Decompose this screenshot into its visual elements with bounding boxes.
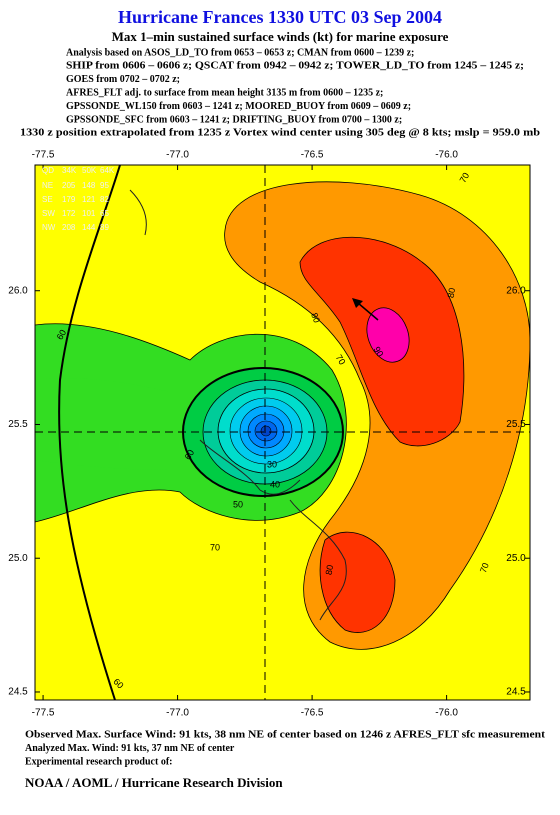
footer-line: Analyzed Max. Wind: 91 kts, 37 nm NE of … [25,743,235,754]
lon-label-bottom: -77.5 [32,708,55,719]
lat-label-left: 26.0 [8,285,28,296]
radii-cell: 144 [82,223,96,232]
field-70-80 [224,181,530,650]
contour-label: 80 [324,564,336,576]
analysis-line: Analysis based on ASOS_LD_TO from 0653 –… [66,47,414,58]
analysis-line: GPSSONDE_SFC from 0603 – 1241 z; DRIFTIN… [66,114,402,125]
radii-cell: 95 [100,181,109,190]
contour-label: 40 [270,479,280,489]
field-50-60-west [35,378,170,470]
contour-label: 70 [458,171,472,185]
analysis-line: GOES from 0702 – 0702 z; [66,74,180,85]
field-90 [366,307,410,363]
lat-label-left: 25.5 [8,419,28,430]
contour-label: 60 [183,448,197,462]
motion-arrowhead [352,298,363,308]
radii-cell: 82 [100,195,109,204]
lat-label-left: 25.0 [8,553,28,564]
contour-label: 70 [478,561,491,574]
field-80-south [319,531,396,633]
contour-label: 80 [446,287,458,299]
radii-cell: 65 [100,209,109,218]
radii-cell: 148 [82,181,96,190]
analysis-line: AFRES_FLT adj. to surface from mean heig… [66,87,383,98]
plot-frame [34,164,531,701]
radii-header: 34K [62,166,77,175]
motion-arrow [357,302,379,321]
title: Hurricane Frances 1330 UTC 03 Sep 2004 [118,7,442,27]
radii-cell: 205 [62,181,76,190]
radii-cell: 101 [82,209,96,218]
lon-label-bottom: -76.0 [435,708,458,719]
radii-cell: 172 [62,209,76,218]
analysis-line: GPSSONDE_WL150 from 0603 – 1241 z; MOORE… [66,101,411,112]
radii-header: QD [42,166,54,175]
credit: NOAA / AOML / Hurricane Research Divisio… [25,775,283,790]
radii-cell: 208 [62,223,76,232]
lat-label-right: 24.5 [506,687,526,698]
subtitle: Max 1–min sustained surface winds (kt) f… [112,29,449,44]
contour-label: 50 [233,499,243,509]
contour-label: 70 [210,542,220,552]
lat-label-right: 25.0 [506,553,526,564]
contour-label: 70 [334,353,348,367]
lon-label-top: -76.0 [435,150,458,161]
radii-cell: 121 [82,195,96,204]
radii-cell: 89 [100,223,109,232]
lat-label-left: 24.5 [8,687,28,698]
radii-header: 50K [82,166,97,175]
field-5 [260,425,272,437]
contour-label: 90 [372,345,386,359]
footer-line: Experimental research product of: [25,756,172,767]
contour-64 [58,165,121,700]
contour-label: 60 [55,328,69,342]
contour-label: 30 [267,459,277,469]
contour-label: 80 [309,311,322,324]
radii-cell: NW [42,223,56,232]
footer-line: Observed Max. Surface Wind: 91 kts, 38 n… [25,729,546,740]
radii-cell: SE [42,195,53,204]
lon-label-top: -76.5 [301,150,324,161]
lon-label-top: -77.0 [166,150,189,161]
wind-field [35,165,530,700]
radii-header: 64K [100,166,115,175]
lon-label-top: -77.5 [32,150,55,161]
position-note: 1330 z position extrapolated from 1235 z… [20,127,541,138]
analysis-line: SHIP from 0606 – 0606 z; QSCAT from 0942… [66,61,524,72]
lat-label-right: 25.5 [506,419,526,430]
radii-cell: NE [42,181,53,190]
radii-cell: 179 [62,195,76,204]
lat-label-right: 26.0 [506,285,526,296]
lon-label-bottom: -76.5 [301,708,324,719]
coastline [129,189,347,621]
lon-label-bottom: -77.0 [166,708,189,719]
radii-cell: SW [42,209,55,218]
